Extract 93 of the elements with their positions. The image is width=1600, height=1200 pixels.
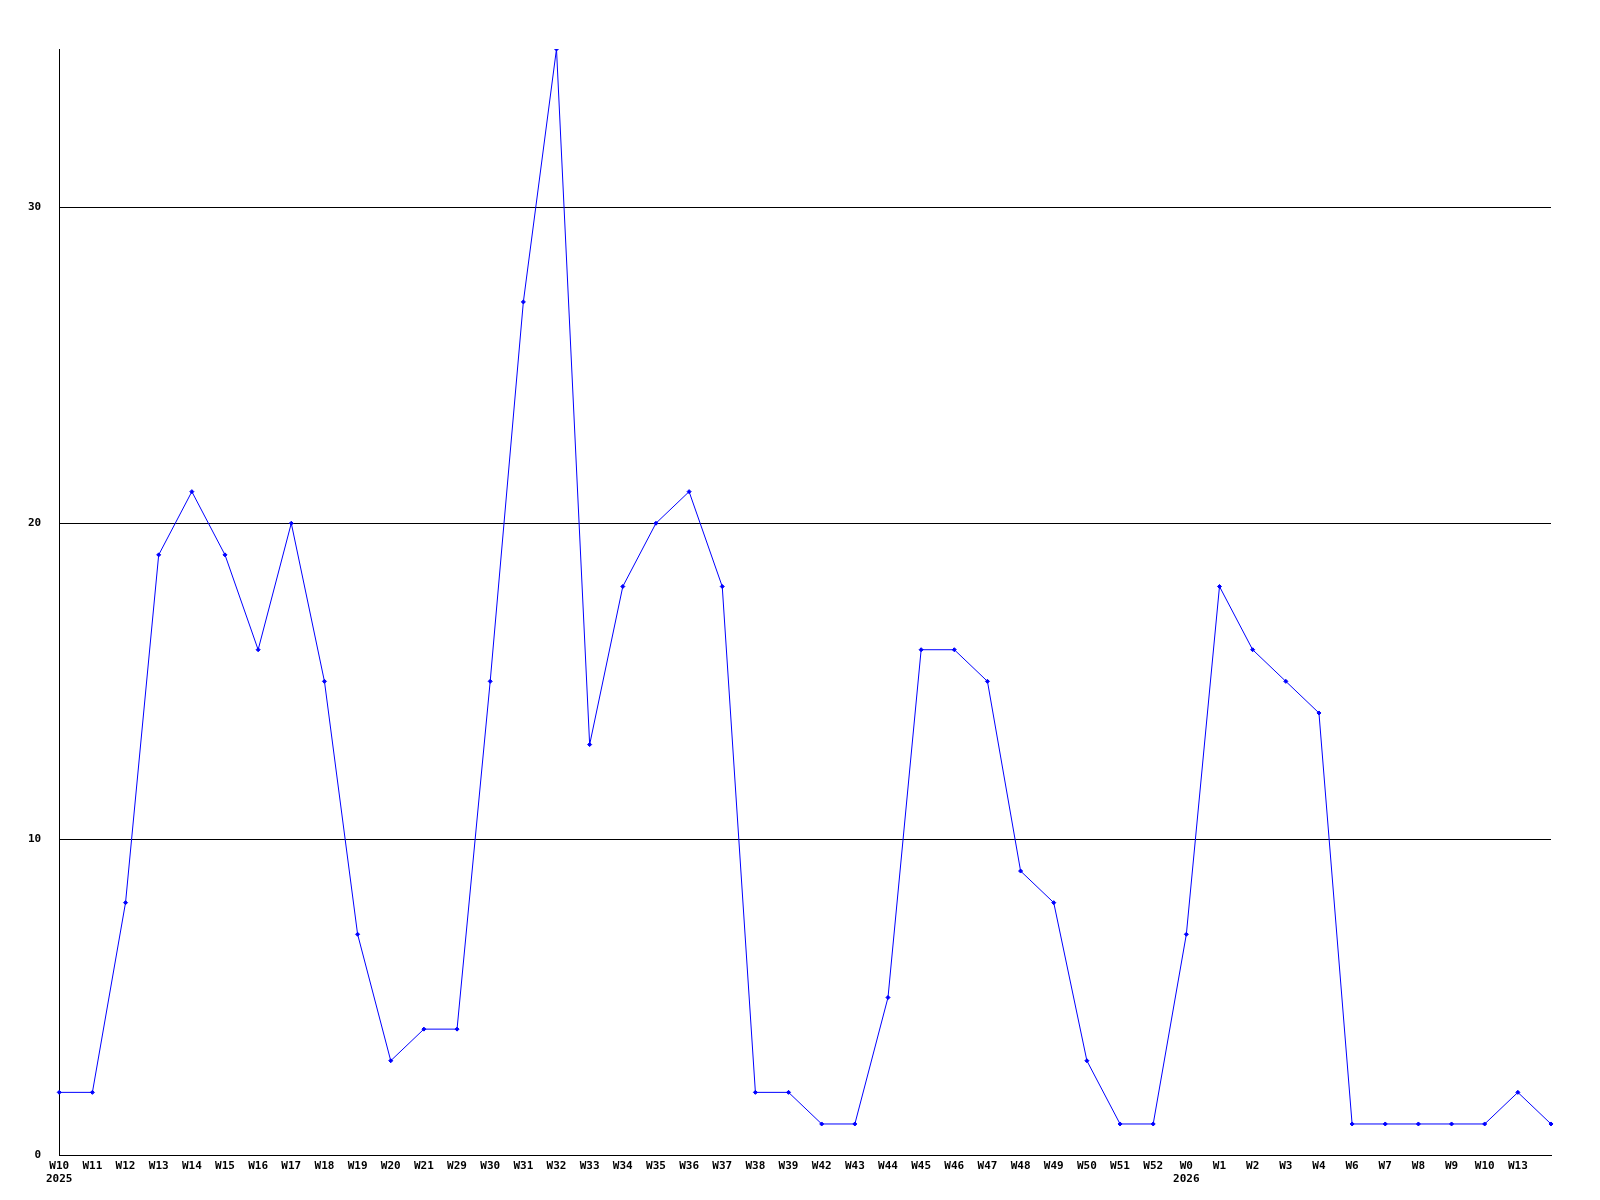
point — [1283, 678, 1289, 684]
x-tick-label: W1 — [1212, 1159, 1227, 1173]
point — [1482, 1121, 1488, 1127]
x-tick-label: W48 — [1010, 1159, 1031, 1173]
point — [951, 647, 957, 653]
point — [355, 931, 361, 937]
x-tick-label: W45 — [911, 1159, 932, 1173]
point — [288, 520, 294, 526]
x-tick-label: W10 2025 — [46, 1159, 73, 1186]
point — [885, 995, 891, 1001]
point — [255, 647, 261, 653]
x-tick-label: W17 — [281, 1159, 302, 1173]
point — [587, 742, 593, 748]
x-tick-label: W11 — [82, 1159, 103, 1173]
point — [56, 1089, 62, 1095]
point — [819, 1121, 825, 1127]
x-tick-label: W0 2026 — [1173, 1159, 1200, 1186]
x-tick-label: W42 — [811, 1159, 832, 1173]
y-tick-label: 0 — [34, 1148, 42, 1162]
x-tick-label: W30 — [480, 1159, 501, 1173]
point — [123, 900, 129, 906]
point — [719, 583, 725, 589]
x-tick-label: W29 — [447, 1159, 467, 1173]
point — [786, 1089, 792, 1095]
point — [852, 1121, 858, 1127]
y-tick-label: 20 — [28, 516, 42, 530]
point — [321, 678, 327, 684]
point — [1183, 931, 1189, 937]
x-tick-label: W33 — [579, 1159, 600, 1173]
x-tick-label: W31 — [513, 1159, 534, 1173]
point — [156, 552, 162, 558]
x-tick-label: W12 — [115, 1159, 136, 1173]
point — [487, 678, 493, 684]
point — [421, 1026, 427, 1032]
x-tick-label: W10 — [1474, 1159, 1495, 1173]
x-tick-label: W3 — [1279, 1159, 1293, 1173]
x-tick-label: W13 — [1507, 1159, 1528, 1173]
x-tick-label: W20 — [380, 1159, 401, 1173]
x-tick-label: W15 — [215, 1159, 235, 1173]
point — [1217, 583, 1222, 589]
x-tick-label: W4 — [1312, 1159, 1326, 1173]
x-tick-label: W36 — [679, 1159, 700, 1173]
point — [1150, 1121, 1156, 1127]
x-tick-label: W47 — [977, 1159, 998, 1173]
point — [454, 1026, 460, 1032]
x-tick-label: W51 — [1110, 1159, 1131, 1173]
point — [1382, 1121, 1388, 1127]
point — [1515, 1089, 1521, 1095]
point — [984, 678, 990, 684]
point — [1051, 900, 1057, 906]
x-tick-label: W38 — [745, 1159, 766, 1173]
point — [1084, 1058, 1090, 1064]
point — [1449, 1121, 1455, 1127]
point — [752, 1089, 758, 1095]
point — [686, 489, 692, 495]
point — [653, 520, 659, 526]
point — [554, 49, 559, 52]
point — [1018, 868, 1024, 874]
x-tick-label: W50 — [1076, 1159, 1097, 1173]
point — [520, 299, 526, 305]
x-tick-label: W6 — [1345, 1159, 1360, 1173]
x-tick-label: W9 — [1444, 1159, 1459, 1173]
x-tick-label: W44 — [878, 1159, 899, 1173]
point — [620, 583, 626, 589]
y-tick-label: 30 — [28, 199, 42, 213]
x-tick-label: W8 — [1411, 1159, 1426, 1173]
x-tick-label: W37 — [712, 1159, 733, 1173]
point — [189, 489, 195, 495]
x-tick-label: W49 — [1043, 1159, 1064, 1173]
x-tick-label: W7 — [1378, 1159, 1392, 1173]
x-tick-label: W18 — [314, 1159, 335, 1173]
x-tick-label: W32 — [546, 1159, 567, 1173]
point — [388, 1058, 394, 1064]
point — [918, 647, 924, 653]
x-tick-label: W14 — [181, 1159, 203, 1173]
point — [222, 552, 228, 558]
x-tick-label: W39 — [778, 1159, 799, 1173]
point — [89, 1089, 95, 1095]
x-tick-label: W43 — [844, 1159, 865, 1173]
x-tick-label: W46 — [944, 1159, 965, 1173]
x-tick-label: W19 — [347, 1159, 368, 1173]
x-tick-label: W34 — [612, 1159, 634, 1173]
x-tick-label: W2 — [1246, 1159, 1260, 1173]
point — [1316, 710, 1322, 716]
point — [1415, 1121, 1421, 1127]
x-tick-label: W52 — [1143, 1159, 1164, 1173]
y-tick-label: 10 — [28, 832, 42, 846]
x-tick-label: W21 — [413, 1159, 435, 1173]
x-tick-label: W16 — [248, 1159, 269, 1173]
x-tick-label: W13 — [148, 1159, 169, 1173]
point — [1349, 1121, 1355, 1127]
point — [1250, 647, 1256, 653]
x-tick-label: W35 — [646, 1159, 666, 1173]
